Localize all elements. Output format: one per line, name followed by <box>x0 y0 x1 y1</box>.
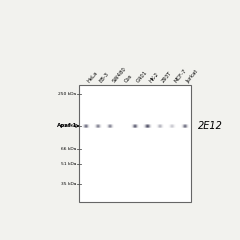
Text: 91 kDa: 91 kDa <box>61 124 76 128</box>
Text: Cos: Cos <box>124 73 133 84</box>
Text: 51 kDa: 51 kDa <box>61 162 76 166</box>
Text: 35 kDa: 35 kDa <box>61 182 76 186</box>
Text: Jurkat: Jurkat <box>186 69 199 84</box>
Text: 250 kDa: 250 kDa <box>58 92 76 96</box>
Text: EB-3: EB-3 <box>99 71 110 84</box>
Text: 2E12: 2E12 <box>198 121 223 131</box>
Text: MCF-7: MCF-7 <box>173 68 188 84</box>
Text: 293T: 293T <box>161 70 173 84</box>
Text: SW480: SW480 <box>111 66 127 84</box>
Text: Apaf-1: Apaf-1 <box>57 123 77 128</box>
Text: 66 kDa: 66 kDa <box>61 147 76 151</box>
Text: G401: G401 <box>136 70 149 84</box>
Text: HK-2: HK-2 <box>148 71 160 84</box>
Bar <box>79 85 191 202</box>
Text: HeLa: HeLa <box>86 70 99 84</box>
